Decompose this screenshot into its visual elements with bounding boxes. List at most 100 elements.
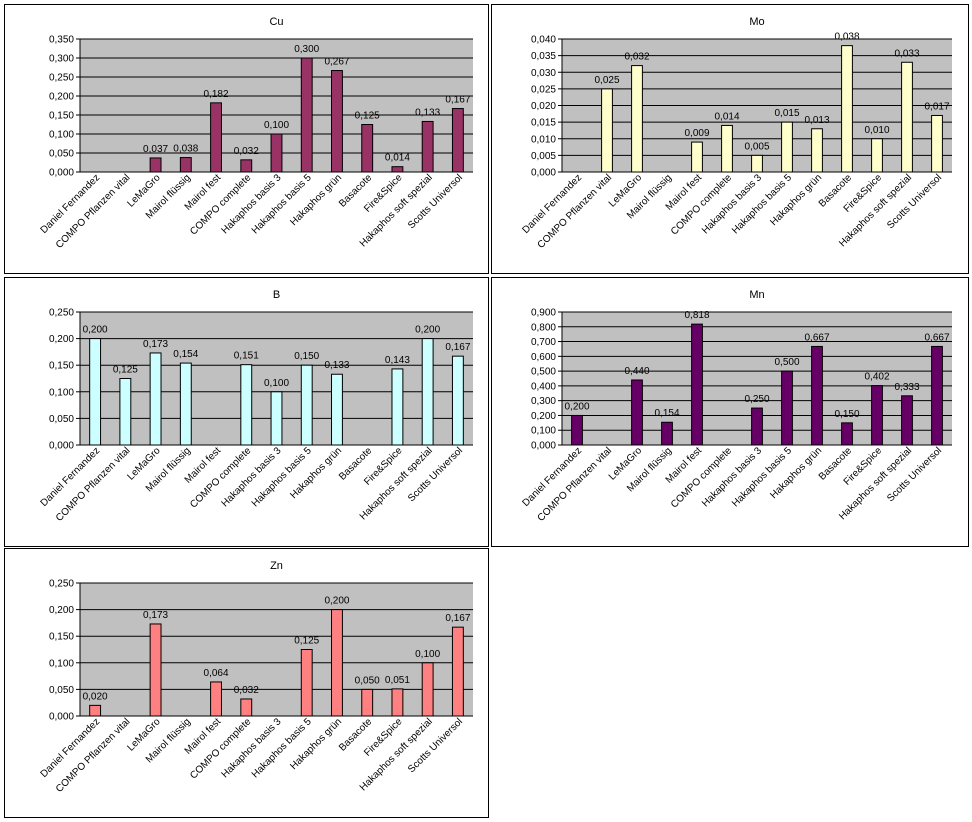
mn-y-tick-label: 0,700 [531,337,556,348]
zn-data-label: 0,050 [355,675,380,686]
cu-bar [331,70,343,173]
cu-y-tick-label: 0,250 [49,73,74,84]
cu-bar [179,157,192,173]
b-data-label: 0,167 [445,342,470,353]
b-bar [119,378,132,446]
mn-bar [691,323,703,446]
mo-title: Mo [749,16,764,28]
zn-data-label: 0,051 [385,675,410,686]
mo-data-label: 0,005 [744,141,769,152]
mo-data-label: 0,014 [714,111,739,122]
mn-data-label: 0,150 [834,409,859,420]
cu-bar [149,157,162,173]
cu-title: Cu [269,16,283,28]
mo-y-tick-label: 0,025 [531,84,556,95]
zn-data-label: 0,064 [204,668,229,679]
b-y-tick-label: 0,250 [49,308,74,319]
cu-data-label: 0,037 [143,144,168,155]
zn-bar [451,626,464,717]
mo-data-label: 0,017 [924,101,949,112]
b-bar [240,364,253,446]
mn-bar [631,379,643,446]
mn-y-tick-label: 0,900 [531,308,556,319]
mn-y-tick-label: 0,300 [531,396,556,407]
zn-plot-area [80,583,473,716]
zn-data-label: 0,167 [445,613,470,624]
zn-bar [89,704,102,717]
cu-data-label: 0,038 [173,144,198,155]
mn-bar [901,395,913,446]
mo-y-tick-label: 0,040 [531,35,556,46]
mn-data-label: 0,333 [894,382,919,393]
mo-bar [721,124,733,173]
chart-panel-cu: Cu 0,000 0,050 0,100 0,150 0,200 0,250 0,300 0,3… [4,4,489,274]
zn-y-tick-label: 0,200 [49,605,74,616]
cu-bar [361,124,374,173]
mn-data-label: 0,154 [654,408,679,419]
mn-title: Mn [749,289,764,301]
zn-data-label: 0,032 [234,685,259,696]
cu-bar [210,102,222,173]
b-bar [391,368,404,446]
chart-panel-b: B 0,000 0,050 0,100 0,150 0,200 0,250 0,200 0,12… [4,277,489,547]
b-y-tick-label: 0,150 [49,361,74,372]
zn-bar [240,698,253,717]
b-data-label: 0,125 [113,365,138,376]
zn-data-label: 0,200 [324,596,349,607]
mn-bar [751,407,763,446]
zn-data-label: 0,020 [83,691,108,702]
b-y-tick-label: 0,100 [49,387,74,398]
mo-bar [841,45,853,173]
cu-data-label: 0,032 [234,146,259,157]
b-bar [179,362,192,446]
mo-data-label: 0,009 [684,128,709,139]
zn-y-tick-label: 0,000 [49,712,74,723]
mo-bar [931,114,943,173]
b-y-tick-label: 0,200 [49,334,74,345]
mo-bar [781,121,793,173]
mn-category-label: Scotts Universol [885,445,944,504]
mo-data-label: 0,015 [774,108,799,119]
b-category-label: Scotts Universol [406,445,465,504]
cu-data-label: 0,267 [324,57,349,68]
mo-bar [631,65,643,173]
zn-y-tick-label: 0,150 [49,632,74,643]
b-data-label: 0,200 [415,325,440,336]
mo-data-label: 0,025 [594,75,619,86]
mn-data-label: 0,402 [864,372,889,383]
b-bar [451,355,464,446]
mo-y-tick-label: 0,015 [531,118,556,129]
mo-bar [601,88,613,173]
b-bar [331,373,343,446]
b-data-label: 0,133 [324,360,349,371]
mo-category-label: Scotts Universol [885,172,944,231]
cu-y-tick-label: 0,300 [49,54,74,65]
mo-bar [871,138,883,173]
mo-bar [901,61,913,173]
cu-bar [240,159,253,173]
b-bar [300,364,313,446]
zn-bar [149,623,162,717]
mn-bar [811,345,823,446]
zn-category-label: Scotts Universol [406,716,465,775]
cu-data-label: 0,125 [355,111,380,122]
mn-y-tick-label: 0,600 [531,352,556,363]
mo-y-tick-label: 0,030 [531,68,556,79]
b-data-label: 0,150 [294,351,319,362]
cu-data-label: 0,014 [385,153,410,164]
mo-data-label: 0,010 [864,125,889,136]
chart-zn: Zn 0,000 0,050 0,100 0,150 0,200 0,250 0,020 0,1… [39,560,473,795]
b-title: B [273,289,280,301]
chart-b: B 0,000 0,050 0,100 0,150 0,200 0,250 0,200 0,12… [39,289,473,524]
mn-bar [841,422,853,446]
mo-bar [751,154,763,173]
zn-data-label: 0,100 [415,649,440,660]
cu-data-label: 0,167 [445,95,470,106]
mn-y-tick-label: 0,400 [531,381,556,392]
mn-data-label: 0,818 [684,310,709,321]
b-y-tick-label: 0,050 [49,414,74,425]
mn-y-tick-label: 0,100 [531,426,556,437]
zn-y-tick-label: 0,100 [49,658,74,669]
zn-y-tick-label: 0,250 [49,579,74,590]
cu-y-tick-label: 0,350 [49,35,74,46]
